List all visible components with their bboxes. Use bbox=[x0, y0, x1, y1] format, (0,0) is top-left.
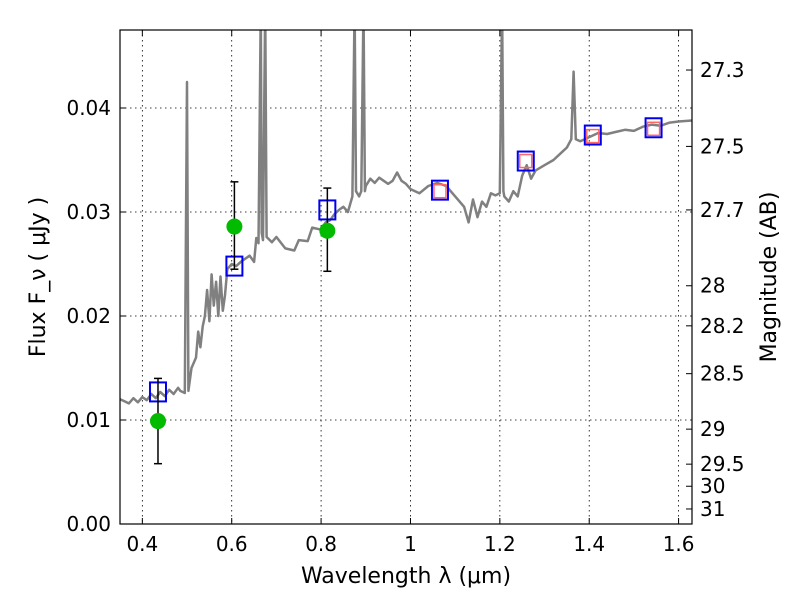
y-tick-label: 0.02 bbox=[66, 304, 111, 328]
grid bbox=[120, 30, 692, 524]
x-tick-label: 1.2 bbox=[484, 532, 516, 556]
model-photometry-square bbox=[430, 179, 449, 201]
y-tick-label: 0.03 bbox=[66, 200, 111, 224]
y-axis-label-left: Flux F_ν ( μJy ) bbox=[26, 197, 51, 357]
y-axis-label-right: Magnitude (AB) bbox=[757, 192, 782, 363]
x-tick-label: 0.6 bbox=[216, 532, 248, 556]
right-tick-label: 28 bbox=[700, 274, 725, 298]
x-tick-label: 0.8 bbox=[305, 532, 337, 556]
right-tick-label: 27.3 bbox=[700, 58, 745, 82]
plot-frame bbox=[119, 29, 693, 525]
red-inner-square bbox=[519, 153, 533, 169]
photometry-marks bbox=[148, 117, 663, 465]
model-photometry-square bbox=[644, 117, 663, 139]
right-tick-label: 29.5 bbox=[700, 452, 745, 476]
right-tick-label: 28.5 bbox=[700, 362, 745, 386]
axis-ticks: 0.4 0.6 0.8 1 1.2 1.4 1.6 0.00 0.01 0.02 0.03 0.04 2… bbox=[66, 30, 745, 556]
red-inner-square bbox=[646, 121, 661, 137]
right-tick-label: 27.7 bbox=[700, 198, 745, 222]
right-tick-label: 30 bbox=[700, 474, 725, 498]
x-axis-label: Wavelength λ (μm) bbox=[301, 564, 511, 589]
y-tick-label: 0.00 bbox=[66, 512, 111, 536]
x-tick-label: 1 bbox=[404, 532, 417, 556]
red-inner-square bbox=[586, 128, 600, 144]
red-inner-square bbox=[433, 183, 447, 199]
right-tick-label: 31 bbox=[700, 497, 725, 521]
model-sed-line bbox=[120, 30, 692, 405]
x-tick-label: 0.4 bbox=[126, 532, 158, 556]
right-tick-label: 28.2 bbox=[700, 314, 745, 338]
y-tick-label: 0.04 bbox=[66, 96, 111, 120]
y-tick-label: 0.01 bbox=[66, 408, 111, 432]
x-tick-label: 1.6 bbox=[663, 532, 695, 556]
observed-point bbox=[226, 218, 243, 235]
observed-point bbox=[319, 222, 336, 239]
model-photometry-square bbox=[516, 150, 535, 172]
x-tick-label: 1.4 bbox=[573, 532, 605, 556]
right-tick-label: 27.5 bbox=[700, 134, 745, 158]
right-tick-label: 29 bbox=[700, 417, 725, 441]
model-photometry-square bbox=[583, 124, 602, 146]
observed-point bbox=[149, 413, 166, 430]
